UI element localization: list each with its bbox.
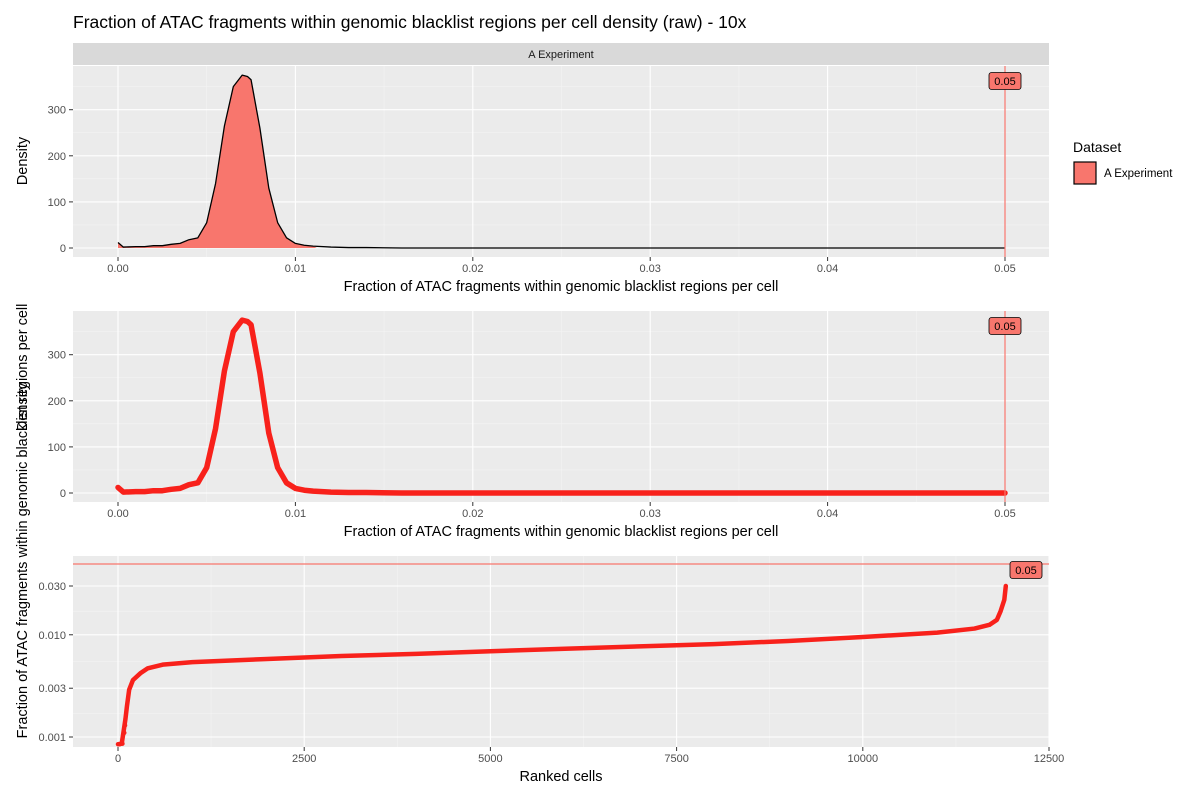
y-tick-label: 0 (60, 488, 66, 500)
panel-background (73, 556, 1049, 747)
x-tick-label: 0.02 (462, 508, 483, 520)
panel-ranked-xlabel: Ranked cells (519, 769, 602, 785)
y-tick-label: 0.010 (38, 630, 66, 642)
y-tick-label: 0.001 (38, 732, 66, 744)
threshold-label-box (988, 72, 1022, 90)
y-tick-label: 100 (48, 197, 66, 209)
x-tick-label: 0.05 (994, 263, 1015, 275)
density-area (118, 75, 317, 248)
strip-background (73, 43, 1049, 65)
panel-density-points-xlabel: Fraction of ATAC fragments within genomi… (344, 524, 779, 540)
density-outline (117, 74, 1005, 249)
y-tick-label: 300 (48, 350, 66, 362)
x-tick-label: 12500 (1034, 753, 1065, 765)
panel-ranked-ylabel: Fraction of ATAC fragments within genomi… (15, 304, 31, 739)
x-tick-label: 0.03 (639, 263, 660, 275)
y-tick-label: 100 (48, 442, 66, 454)
strip-label: A Experiment (528, 49, 593, 61)
panel-density-plot: 0.00 0.01 0.02 0.03 0.04 0.05 0 100 200 300 0.05 (48, 66, 1049, 275)
y-tick-label: 200 (48, 151, 66, 163)
density-points-line (115, 317, 1008, 496)
x-tick-label: 0.03 (639, 508, 660, 520)
x-tick-label: 0.04 (817, 508, 838, 520)
threshold-label-box (1009, 561, 1043, 579)
panel-density-points-plot: 0.00 0.01 0.02 0.03 0.04 0.05 0 100 200 300 0.05 (48, 311, 1049, 520)
panel-ranked: 0 2500 5000 7500 10000 12500 0.001 0.003 0.010 0.… (38, 556, 1064, 785)
y-tick-label: 200 (48, 396, 66, 408)
plot-title: Fraction of ATAC fragments within genomi… (73, 12, 747, 32)
x-tick-label: 0.04 (817, 263, 838, 275)
ranked-cells-curve (115, 583, 1009, 747)
ranked-cell-point (122, 723, 128, 728)
threshold-label: 0.05 (994, 321, 1015, 333)
x-tick-label: 2500 (292, 753, 316, 765)
legend-key (1073, 161, 1097, 185)
panel-density-points: 0.00 0.01 0.02 0.03 0.04 0.05 0 100 200 300 0.05 F… (48, 311, 1049, 540)
x-tick-label: 0.00 (107, 508, 128, 520)
panel-density-points-ylabel: Density (15, 382, 31, 431)
ranked-cell-point (120, 741, 125, 746)
x-tick-label: 0.00 (107, 263, 128, 275)
panel-ranked-plot: 0 2500 5000 7500 10000 12500 0.001 0.003 0.010 0.… (38, 556, 1064, 765)
x-tick-label: 0.01 (285, 263, 306, 275)
y-tick-label: 0 (60, 243, 66, 255)
x-tick-label: 0.02 (462, 263, 483, 275)
x-tick-label: 0.05 (994, 508, 1015, 520)
threshold-label-box (988, 317, 1022, 335)
legend-title: Dataset (1073, 139, 1121, 155)
x-tick-label: 7500 (664, 753, 688, 765)
y-tick-label: 300 (48, 105, 66, 117)
panel-density-ylabel: Density (15, 136, 31, 185)
legend-entry: A Experiment (1104, 168, 1173, 180)
legend: Dataset A Experiment (1073, 139, 1173, 185)
y-tick-label: 0.030 (38, 581, 66, 593)
threshold-label: 0.05 (994, 76, 1015, 88)
x-tick-label: 10000 (848, 753, 879, 765)
x-tick-label: 5000 (478, 753, 502, 765)
threshold-label: 0.05 (1015, 565, 1036, 577)
y-tick-label: 0.003 (38, 683, 66, 695)
x-tick-label: 0 (115, 753, 121, 765)
panel-density-xlabel: Fraction of ATAC fragments within genomi… (344, 279, 779, 295)
ranked-cell-point (122, 730, 127, 735)
x-tick-label: 0.01 (285, 508, 306, 520)
panel-density: A Experiment 0.00 0.01 0.02 0.03 0.04 0.05 0 10… (15, 43, 1049, 295)
